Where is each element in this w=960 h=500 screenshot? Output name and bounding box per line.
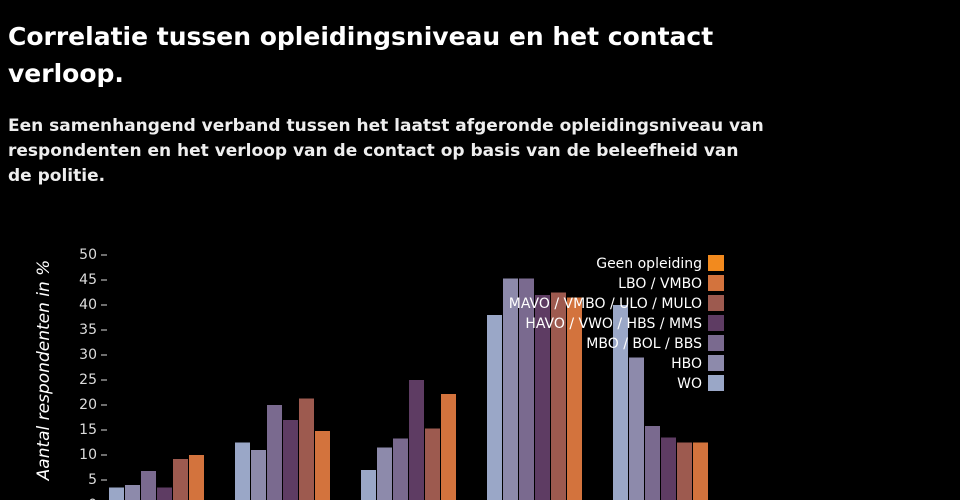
y-tick-label: 5 <box>88 472 97 488</box>
legend-swatch <box>708 275 724 291</box>
bar <box>677 442 692 500</box>
bar <box>503 278 518 500</box>
legend-swatch <box>708 315 724 331</box>
y-tick-label: 30 <box>79 347 97 363</box>
legend-swatch <box>708 295 724 311</box>
legend-label: HAVO / VWO / HBS / MMS <box>525 316 702 332</box>
y-tick-label: 50 <box>79 247 97 263</box>
legend-label: WO <box>677 376 702 392</box>
legend-label: MBO / BOL / BBS <box>586 336 702 352</box>
legend-label: HBO <box>671 356 702 372</box>
bar <box>361 470 376 500</box>
bar <box>141 471 156 500</box>
bar <box>299 398 314 500</box>
bar <box>157 487 172 500</box>
legend-swatch <box>708 335 724 351</box>
bar <box>125 485 140 500</box>
y-tick-label: 45 <box>79 272 97 288</box>
y-tick-label: 20 <box>79 397 97 413</box>
bar <box>173 459 188 500</box>
y-tick-label: 0 <box>88 497 97 500</box>
chart-title: Correlatie tussen opleidingsniveau en he… <box>8 22 714 88</box>
bar <box>693 442 708 500</box>
bar <box>567 297 582 500</box>
y-tick-label: 25 <box>79 372 97 388</box>
bar <box>109 487 124 500</box>
bar <box>551 292 566 500</box>
bar <box>377 447 392 500</box>
chart-subtitle: Een samenhangend verband tussen het laat… <box>8 116 764 186</box>
bar <box>283 420 298 500</box>
bar <box>393 438 408 500</box>
bar <box>425 428 440 500</box>
bar <box>535 295 550 500</box>
legend-swatch <box>708 255 724 271</box>
bar <box>441 394 456 500</box>
legend-swatch <box>708 375 724 391</box>
y-tick-label: 35 <box>79 322 97 338</box>
legend-label: MAVO / VMBO / ULO / MULO <box>509 296 702 312</box>
bar <box>267 405 282 500</box>
legend-label: Geen opleiding <box>596 256 702 272</box>
y-tick-label: 10 <box>79 447 97 463</box>
bar <box>235 442 250 500</box>
bar <box>613 305 628 500</box>
bar <box>251 450 266 500</box>
legend-label: LBO / VMBO <box>618 276 702 292</box>
bar <box>519 278 534 500</box>
bar <box>487 315 502 500</box>
bar <box>189 455 204 500</box>
bar <box>629 357 644 500</box>
y-axis-label: Aantal respondenten in % <box>34 260 54 482</box>
bar <box>409 380 424 500</box>
legend-swatch <box>708 355 724 371</box>
y-tick-label: 40 <box>79 297 97 313</box>
bar <box>661 437 676 500</box>
bar <box>645 426 660 500</box>
bar <box>315 431 330 500</box>
y-tick-label: 15 <box>79 422 97 438</box>
